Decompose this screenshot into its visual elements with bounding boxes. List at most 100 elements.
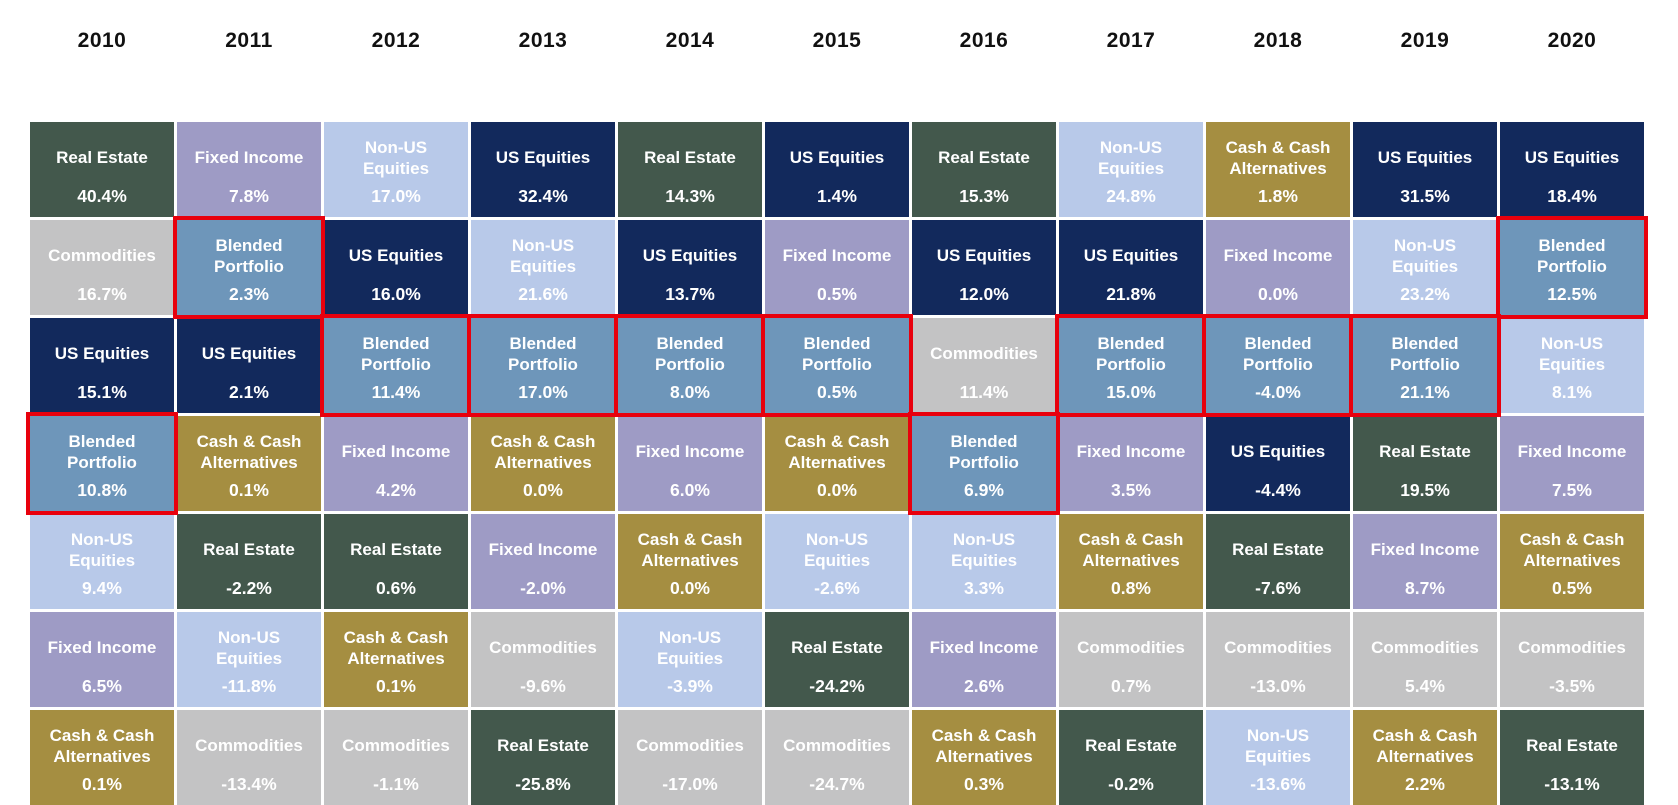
asset-label: Non-US Equities [362,137,430,178]
asset-label: Commodities [930,344,1038,364]
asset-label-box: US Equities [349,226,443,286]
cell-2010-rank7: Cash & Cash Alternatives 0.1% [30,710,174,805]
cell-2017-rank5: Cash & Cash Alternatives 0.8% [1059,514,1203,609]
return-value: 11.4% [371,381,421,402]
asset-label-box: Blended Portfolio [926,422,1042,482]
asset-label-box: Cash & Cash Alternatives [779,422,895,482]
asset-label-box: US Equities [790,128,884,188]
asset-label: Blended Portfolio [949,431,1019,472]
return-value: 13.7% [665,283,715,304]
cell-2020-rank3: Non-US Equities 8.1% [1500,318,1644,413]
year-header-2010: 2010 [77,29,127,52]
asset-label-box: Fixed Income [489,520,598,580]
return-value: 2.3% [229,283,269,304]
return-value: -2.0% [520,577,566,598]
year-header-2011: 2011 [225,29,273,52]
asset-label-box: Commodities [1371,618,1479,678]
asset-label-box: Cash & Cash Alternatives [632,520,748,580]
return-value: 0.1% [376,675,416,696]
asset-label: Non-US Equities [215,627,283,668]
cell-2013-rank7: Real Estate -25.8% [471,710,615,805]
cell-2017-rank7: Real Estate -0.2% [1059,710,1203,805]
return-value: 40.4% [77,185,127,206]
cell-2011-rank5: Real Estate -2.2% [177,514,321,609]
cell-2019-rank1: US Equities 31.5% [1353,122,1497,217]
return-value: 15.0% [1106,381,1156,402]
asset-label: Blended Portfolio [361,333,431,374]
asset-label: Commodities [48,246,156,266]
cell-2016-rank2: US Equities 12.0% [912,220,1056,315]
asset-label: Fixed Income [1370,540,1480,560]
return-value: 10.8% [77,479,127,500]
asset-label: Non-US Equities [1391,235,1459,276]
asset-label-box: Non-US Equities [44,520,160,580]
return-value: -1.1% [373,773,419,794]
asset-label: Real Estate [1379,442,1471,462]
return-value: 14.3% [665,185,715,206]
asset-label: Real Estate [1085,736,1177,756]
cell-2016-rank6: Fixed Income 2.6% [912,612,1056,707]
cell-2020-rank1: US Equities 18.4% [1500,122,1644,217]
cell-2017-rank4: Fixed Income 3.5% [1059,416,1203,511]
cell-2015-rank5: Non-US Equities -2.6% [765,514,909,609]
asset-label-box: Non-US Equities [632,618,748,678]
asset-label-box: US Equities [643,226,737,286]
return-value: -13.0% [1250,675,1306,696]
asset-label: Blended Portfolio [1537,235,1607,276]
cell-2011-rank7: Commodities -13.4% [177,710,321,805]
asset-label-box: Blended Portfolio [191,226,307,286]
cell-2010-rank6: Fixed Income 6.5% [30,612,174,707]
asset-label: Blended Portfolio [655,333,725,374]
asset-label: Commodities [342,736,450,756]
asset-label-box: Non-US Equities [779,520,895,580]
return-value: 6.9% [964,479,1004,500]
asset-label: Blended Portfolio [67,431,137,472]
asset-label-box: Fixed Income [636,422,745,482]
cell-2012-rank7: Commodities -1.1% [324,710,468,805]
asset-label: US Equities [1083,246,1179,266]
cell-2016-rank1: Real Estate 15.3% [912,122,1056,217]
cell-2019-rank7: Cash & Cash Alternatives 2.2% [1353,710,1497,805]
asset-label: Commodities [1224,638,1332,658]
cell-2019-rank5: Fixed Income 8.7% [1353,514,1497,609]
asset-label: Blended Portfolio [508,333,578,374]
cell-2012-rank3: Blended Portfolio 11.4% [320,314,472,417]
asset-label: Real Estate [1232,540,1324,560]
return-value: 9.4% [82,577,122,598]
cell-2018-rank4: US Equities -4.4% [1206,416,1350,511]
asset-label-box: Fixed Income [1224,226,1333,286]
asset-label-box: Cash & Cash Alternatives [1073,520,1189,580]
asset-label-box: Commodities [1518,618,1626,678]
return-value: 6.0% [670,479,710,500]
return-value: -2.2% [226,577,272,598]
return-value: -9.6% [520,675,566,696]
return-value: 0.7% [1111,675,1151,696]
cell-2013-rank3: Blended Portfolio 17.0% [467,314,619,417]
return-value: 0.6% [376,577,416,598]
return-value: 12.0% [959,283,1009,304]
asset-label: Real Estate [791,638,883,658]
cell-2014-rank5: Cash & Cash Alternatives 0.0% [618,514,762,609]
asset-label-box: Blended Portfolio [1220,324,1336,384]
return-value: 11.4% [959,381,1009,402]
return-value: 32.4% [518,185,568,206]
asset-label-box: Cash & Cash Alternatives [44,716,160,776]
return-value: 0.5% [817,381,857,402]
asset-label-box: Fixed Income [1518,422,1627,482]
year-header-2019: 2019 [1400,29,1450,52]
asset-label: Non-US Equities [1538,333,1606,374]
cell-2019-rank2: Non-US Equities 23.2% [1353,220,1497,315]
asset-label: Non-US Equities [1097,137,1165,178]
asset-label: Cash & Cash Alternatives [784,431,890,472]
asset-label: US Equities [1377,148,1473,168]
return-value: 16.0% [371,283,421,304]
asset-label-box: Real Estate [1379,422,1471,482]
asset-label-box: Blended Portfolio [44,422,160,482]
cell-2015-rank7: Commodities -24.7% [765,710,909,805]
asset-label-box: Commodities [489,618,597,678]
return-value: 8.7% [1405,577,1445,598]
cell-2013-rank5: Fixed Income -2.0% [471,514,615,609]
return-value: 0.5% [1552,577,1592,598]
asset-label-box: US Equities [202,324,296,384]
asset-label-box: Blended Portfolio [779,324,895,384]
